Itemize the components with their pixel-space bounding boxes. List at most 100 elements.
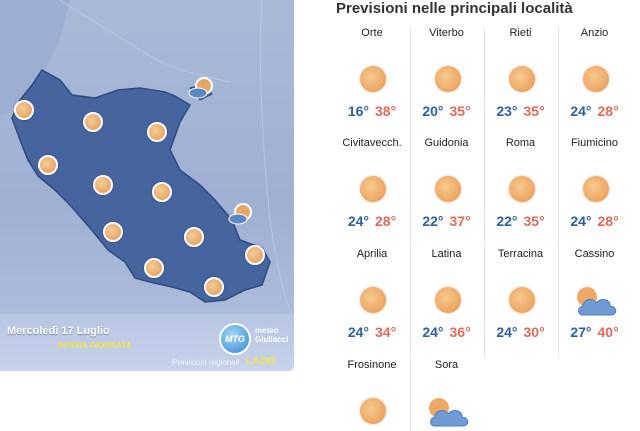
sun-icon xyxy=(358,64,388,94)
max-temp: 38° xyxy=(375,103,397,119)
max-temp: 37° xyxy=(449,213,471,229)
sun-icon xyxy=(245,245,265,265)
city-name: Terracina xyxy=(497,248,544,260)
partly-cloudy-icon xyxy=(228,203,252,225)
city-name: Aprilia xyxy=(356,248,388,260)
city-name: Rieti xyxy=(509,27,532,39)
sun-icon xyxy=(507,64,537,94)
min-temp: 24° xyxy=(347,324,369,340)
max-temp: 28° xyxy=(597,103,619,119)
region-name: LAZIO xyxy=(246,356,276,367)
city-name: Anzio xyxy=(580,27,609,39)
sun-icon xyxy=(507,174,537,204)
max-temp: 34° xyxy=(375,324,397,340)
logo-text: meteo xyxy=(255,326,279,335)
max-temp: 30° xyxy=(523,324,545,340)
city-name: Sora xyxy=(434,359,459,371)
partly-cloudy-icon xyxy=(188,77,213,99)
max-temp: 35° xyxy=(523,213,545,229)
city-cell: Cassino 27° 40° xyxy=(558,248,630,358)
min-temp: 20° xyxy=(422,103,444,119)
sun-icon xyxy=(358,396,388,426)
sun-icon xyxy=(184,227,204,247)
city-name: Orte xyxy=(361,27,383,39)
city-cell: Viterbo 20° 35° xyxy=(410,27,482,137)
min-temp: 24° xyxy=(496,324,518,340)
city-name: Cassino xyxy=(574,248,615,260)
city-name: Guidonia xyxy=(424,137,469,149)
sun-icon xyxy=(433,285,463,315)
sun-icon xyxy=(93,175,113,195)
city-name: Frosinone xyxy=(347,359,397,371)
city-temps: 16° 38° xyxy=(336,103,408,119)
partly-cloudy-icon xyxy=(429,396,469,427)
city-cell: Anzio 24° 28° xyxy=(558,27,630,137)
forecast-date: Mercoledì 17 Luglio xyxy=(7,325,110,337)
border-line xyxy=(59,0,231,83)
city-temps: 23° 35° xyxy=(485,103,556,119)
city-cell: Guidonia 22° 37° xyxy=(410,137,482,247)
sun-icon xyxy=(83,112,103,132)
city-temps: 20° 35° xyxy=(411,103,482,119)
min-temp: 24° xyxy=(570,103,592,119)
sun-icon xyxy=(204,277,224,297)
sun-icon xyxy=(144,258,164,278)
city-cell: Civitavecch. 24° 28° xyxy=(336,137,408,247)
min-temp: 27° xyxy=(570,324,592,340)
sun-icon xyxy=(433,64,463,94)
sun-icon xyxy=(581,174,611,204)
lazio-map xyxy=(0,0,294,321)
min-temp: 23° xyxy=(496,103,518,119)
city-cell: Fiumicino 24° 28° xyxy=(558,137,630,247)
city-name: Roma xyxy=(505,137,536,149)
max-temp: 35° xyxy=(523,103,545,119)
city-name: Latina xyxy=(431,248,462,260)
city-cell: Terracina 24° 30° xyxy=(484,248,556,358)
sun-icon xyxy=(38,155,58,175)
sun-icon xyxy=(358,285,388,315)
city-temps: 22° 35° xyxy=(485,213,556,229)
sun-icon xyxy=(103,222,123,242)
city-temps: 24° 28° xyxy=(559,213,630,229)
city-name: Fiumicino xyxy=(570,137,619,149)
min-temp: 24° xyxy=(422,324,444,340)
min-temp: 16° xyxy=(347,103,369,119)
sun-icon xyxy=(147,122,167,142)
city-temps: 22° 37° xyxy=(411,213,482,229)
min-temp: 24° xyxy=(570,213,592,229)
max-temp: 35° xyxy=(449,103,471,119)
city-cell: Latina 24° 36° xyxy=(410,248,482,358)
min-temp: 24° xyxy=(347,213,369,229)
city-name: Viterbo xyxy=(429,27,464,39)
max-temp: 36° xyxy=(449,324,471,340)
forecast-period: INTERA GIORNATA xyxy=(58,341,132,350)
min-temp: 22° xyxy=(422,213,444,229)
city-temps: 24° 34° xyxy=(336,324,408,340)
sun-icon xyxy=(14,100,34,120)
city-cell: Sora xyxy=(410,359,482,431)
city-temps: 24° 36° xyxy=(411,324,482,340)
max-temp: 28° xyxy=(375,213,397,229)
logo-text: Giuliacci xyxy=(255,335,289,344)
city-temps: 24° 28° xyxy=(559,103,630,119)
sun-icon xyxy=(152,182,172,202)
max-temp: 40° xyxy=(597,324,619,340)
forecast-title: Previsioni nelle principali località xyxy=(336,0,573,17)
sea-area xyxy=(0,0,70,115)
city-name: Civitavecch. xyxy=(342,137,402,149)
max-temp: 28° xyxy=(597,213,619,229)
city-cell: Frosinone xyxy=(336,359,408,431)
city-temps: 27° 40° xyxy=(559,324,630,340)
city-temps: 24° 30° xyxy=(485,324,556,340)
region-map-panel xyxy=(0,0,294,371)
sun-icon xyxy=(433,174,463,204)
city-cell: Roma 22° 35° xyxy=(484,137,556,247)
city-cell: Orte 16° 38° xyxy=(336,27,408,137)
sun-icon xyxy=(358,174,388,204)
lazio-region-shape xyxy=(11,69,271,303)
meteo-logo-icon: MTG xyxy=(219,323,251,355)
min-temp: 22° xyxy=(496,213,518,229)
city-cell: Rieti 23° 35° xyxy=(484,27,556,137)
border-line xyxy=(259,0,294,321)
region-caption: Previsioni regionali xyxy=(172,358,240,367)
